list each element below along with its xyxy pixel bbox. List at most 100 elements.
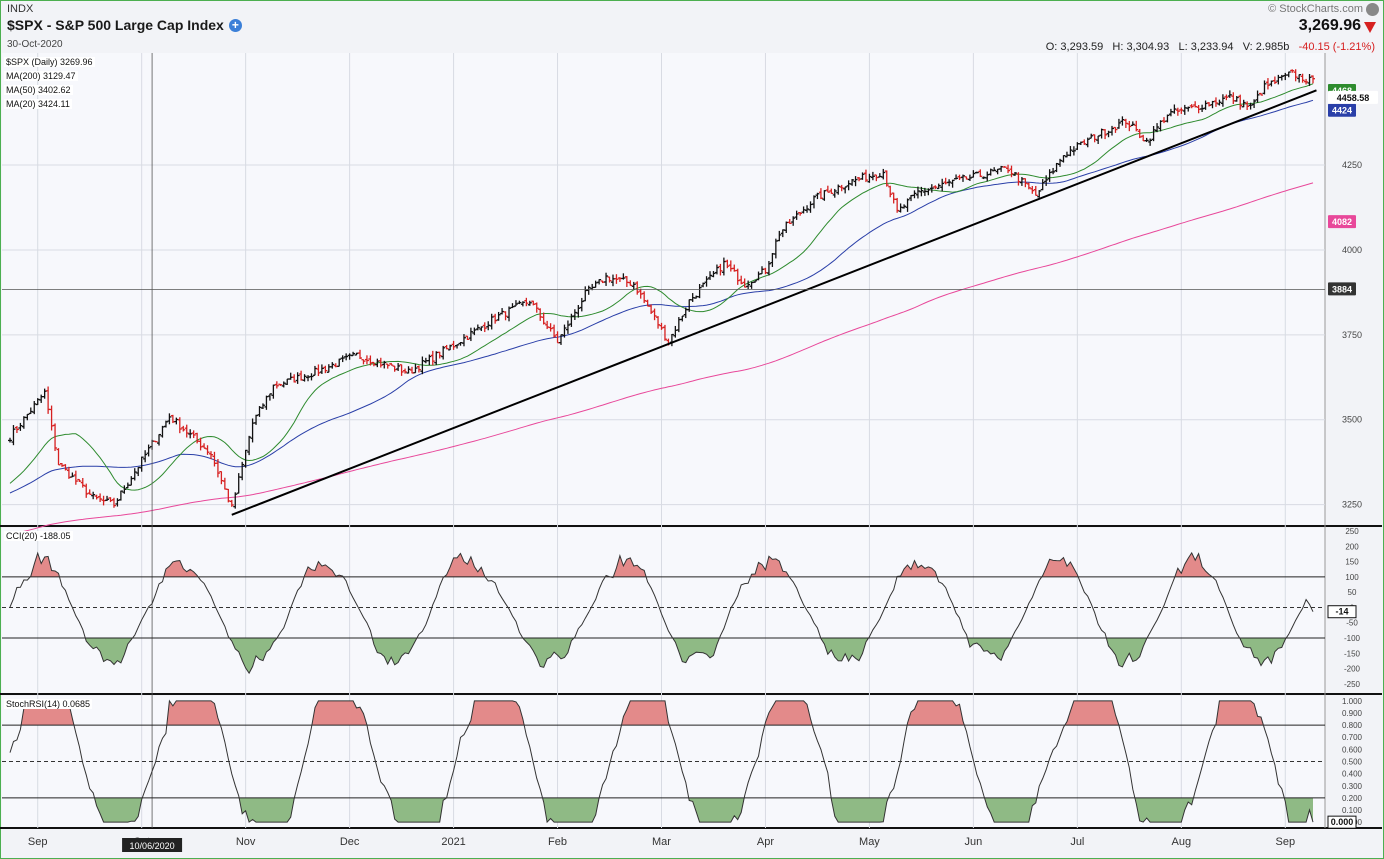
chart-date: 30-Oct-2020 [7, 39, 63, 50]
ohlc-bar [791, 216, 796, 226]
ohlc-bar [766, 260, 771, 276]
ohlc-bar [1175, 107, 1180, 116]
ohlc-bar [1148, 138, 1153, 146]
ohlc-bar [1262, 80, 1267, 95]
ohlc-bar [84, 483, 89, 498]
ohlc-bar [94, 494, 99, 500]
ohlc-bar [91, 491, 96, 500]
ohlc-bar [1092, 134, 1097, 143]
exchange-label: INDX [7, 3, 34, 15]
cci-tick-label: 250 [1345, 527, 1359, 536]
ohlc-readout: O: 3,293.59 H: 3,304.93 L: 3,233.94 V: 2… [1046, 41, 1375, 53]
ohlc-bar [919, 186, 924, 197]
legend-stochrsi: StochRSI(14) 0.0685 [4, 699, 93, 709]
add-to-list-icon[interactable]: + [228, 19, 242, 32]
stochrsi-overbought-fill [10, 700, 1313, 726]
stochrsi-tick-label: 0.700 [1342, 733, 1363, 742]
legend-ma200: MA(200) 3129.47 [4, 71, 78, 81]
ohlc-bar [496, 311, 501, 321]
ohlc-bar [323, 365, 328, 374]
ohlc-bar [586, 285, 591, 295]
ohlc-bar [503, 311, 508, 321]
ohlc-bar [725, 259, 730, 269]
ohlc-bar [1009, 165, 1014, 178]
settings-icon[interactable] [1366, 3, 1379, 16]
ohlc-bar [157, 433, 162, 446]
ohlc-bar [389, 362, 394, 366]
ohlc-bar [562, 324, 567, 338]
ohlc-bar [839, 184, 844, 192]
ohlc-bar [947, 179, 952, 187]
ohlc-bar [427, 354, 432, 366]
ohlc-bar [697, 284, 702, 299]
ohlc-bar [794, 210, 799, 220]
ohlc-bar [143, 450, 148, 463]
ohlc-bar [1130, 121, 1135, 126]
ohlc-bar [1217, 99, 1222, 106]
ohlc-bar [704, 276, 709, 287]
ohlc-bar [1026, 182, 1031, 190]
ohlc-bar [1259, 92, 1264, 96]
ohlc-bar [881, 168, 886, 180]
ohlc-bar [344, 353, 349, 361]
ohlc-bar [489, 313, 494, 330]
ohlc-bar [940, 178, 945, 192]
ohlc-bar [267, 393, 272, 401]
ohlc-bar [403, 368, 408, 374]
month-tick-label: Feb [548, 836, 567, 848]
ohlc-bar [451, 340, 456, 350]
stochrsi-last-box [1327, 815, 1357, 829]
month-tick-label: Mar [652, 836, 671, 848]
ohlc-bar [406, 366, 411, 374]
ma50-value-box [1328, 103, 1356, 117]
ohlc-bar [1137, 128, 1142, 139]
crosshair-value-box [1328, 282, 1356, 296]
ohlc-bar [832, 188, 837, 198]
ohlc-bar [1155, 123, 1160, 133]
cci-tick-label: -100 [1344, 634, 1361, 643]
ohlc-bar [1279, 74, 1284, 81]
ohlc-bar [1054, 162, 1059, 173]
ohlc-bar [607, 276, 612, 283]
ohlc-bar [680, 315, 685, 322]
ohlc-bar [468, 327, 473, 342]
ohlc-bar [1234, 96, 1239, 102]
ohlc-bar [1304, 78, 1309, 85]
month-tick-label: Aug [1172, 836, 1192, 848]
ohlc-bar [254, 414, 259, 425]
cci-oversold-fill [10, 638, 1313, 674]
ohlc-bar [631, 281, 636, 290]
ohlc-bar [1044, 175, 1049, 186]
ohlc-bar [455, 344, 460, 349]
ohlc-bar [534, 302, 539, 313]
stochrsi-tick-label: 0.900 [1342, 709, 1363, 718]
ohlc-bar [240, 461, 245, 481]
ma50-line [9, 99, 1314, 494]
stochrsi-line [9, 699, 1314, 824]
ohlc-bar [385, 363, 390, 369]
legend-ma200-text: MA(200) 3129.47 [6, 71, 76, 81]
cci-tick-label: -250 [1344, 680, 1361, 689]
ohlc-bar [233, 492, 238, 509]
ohlc-bar [177, 417, 182, 434]
ohlc-bar [649, 304, 654, 314]
ohlc-bar [493, 313, 498, 324]
ohlc-bar [167, 413, 172, 425]
ohlc-bar [552, 324, 557, 338]
ohlc-bar [274, 381, 279, 389]
ohlc-bar [56, 448, 61, 466]
ohlc-bar [118, 490, 123, 501]
ohlc-bar [479, 326, 484, 332]
ohlc-bar [181, 425, 186, 432]
open-value: O: 3,293.59 [1045, 41, 1104, 53]
ohlc-bar [1082, 139, 1087, 145]
ohlc-bar [860, 172, 865, 180]
ohlc-bar [243, 449, 248, 468]
ohlc-bar [1068, 146, 1073, 157]
ohlc-bar [507, 306, 512, 322]
ohlc-bar [260, 403, 265, 409]
ohlc-bar [340, 355, 345, 363]
ohlc-bar [701, 282, 706, 288]
ohlc-bar [482, 322, 487, 333]
